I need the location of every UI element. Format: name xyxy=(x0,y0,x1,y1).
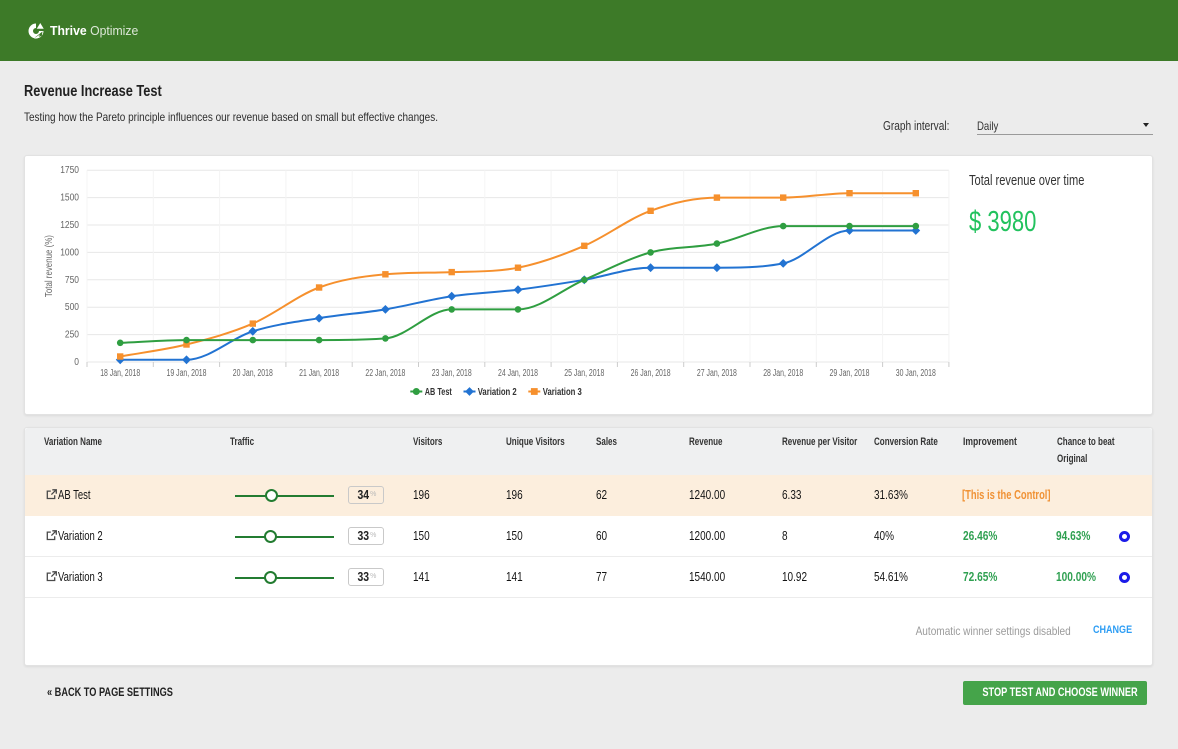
svg-text:19 Jan, 2018: 19 Jan, 2018 xyxy=(167,368,207,379)
svg-text:23 Jan, 2018: 23 Jan, 2018 xyxy=(432,368,472,379)
svg-text:750: 750 xyxy=(65,275,79,286)
svg-text:1500: 1500 xyxy=(60,193,79,204)
svg-text:24 Jan, 2018: 24 Jan, 2018 xyxy=(498,368,538,379)
svg-text:22 Jan, 2018: 22 Jan, 2018 xyxy=(365,368,405,379)
svg-text:28 Jan, 2018: 28 Jan, 2018 xyxy=(763,368,803,379)
svg-text:25 Jan, 2018: 25 Jan, 2018 xyxy=(564,368,604,379)
svg-text:0: 0 xyxy=(74,357,79,368)
svg-text:1000: 1000 xyxy=(60,247,79,258)
svg-text:AB Test: AB Test xyxy=(425,387,452,398)
svg-text:21 Jan, 2018: 21 Jan, 2018 xyxy=(299,368,339,379)
svg-text:250: 250 xyxy=(65,330,79,341)
svg-text:30 Jan, 2018: 30 Jan, 2018 xyxy=(896,368,936,379)
svg-text:26 Jan, 2018: 26 Jan, 2018 xyxy=(631,368,671,379)
svg-text:29 Jan, 2018: 29 Jan, 2018 xyxy=(830,368,870,379)
svg-text:Variation 2: Variation 2 xyxy=(478,387,517,398)
svg-text:1250: 1250 xyxy=(60,220,79,231)
svg-text:1750: 1750 xyxy=(60,165,79,176)
svg-text:18 Jan, 2018: 18 Jan, 2018 xyxy=(100,368,140,379)
svg-text:Variation 3: Variation 3 xyxy=(543,387,582,398)
svg-text:500: 500 xyxy=(65,302,79,313)
svg-text:20 Jan, 2018: 20 Jan, 2018 xyxy=(233,368,273,379)
svg-text:27 Jan, 2018: 27 Jan, 2018 xyxy=(697,368,737,379)
svg-text:Total revenue (%): Total revenue (%) xyxy=(44,235,55,297)
